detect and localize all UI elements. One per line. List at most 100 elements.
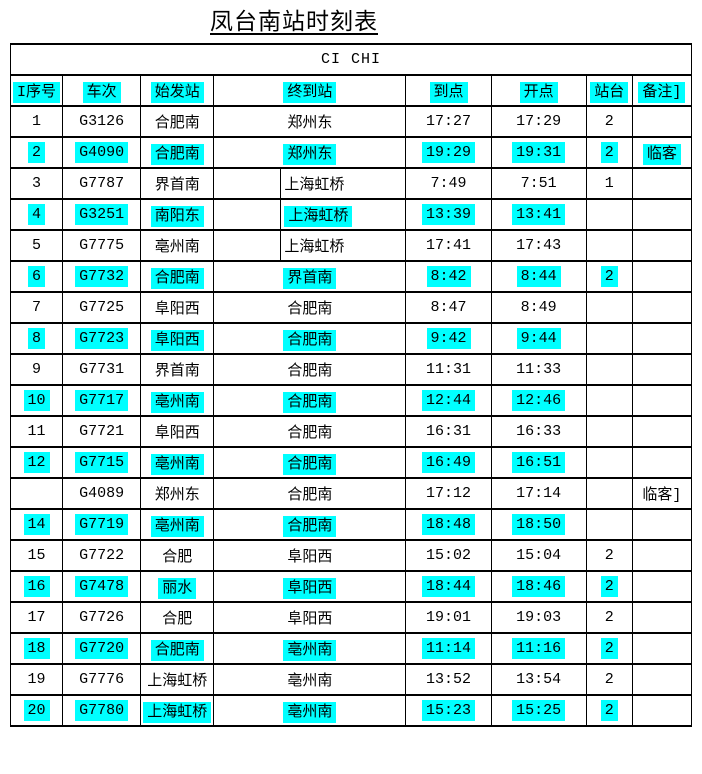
cell-dest-text: 合肥南 — [287, 301, 333, 318]
cell-dest: 合肥南 — [213, 291, 407, 324]
table-row: 7 G7725 阜阳西 合肥南 8:47 8:49 — [9, 291, 693, 324]
cell-origin-text: 界首南 — [154, 177, 200, 194]
cell-dest: 阜阳西 — [213, 570, 407, 603]
cell-origin: 郑州东 — [140, 477, 215, 510]
cell-seq: 12 — [9, 446, 64, 479]
table-row: 15 G7722 合肥 阜阳西 15:02 15:04 2 — [9, 539, 693, 572]
cell-platform — [585, 229, 633, 262]
cell-depart: 18:46 — [490, 570, 587, 603]
cell-platform: 2 — [585, 539, 633, 572]
cell-arrive: 17:27 — [405, 105, 492, 138]
cell-remark — [631, 105, 693, 138]
cell-remark — [631, 601, 693, 634]
cell-train-text: G7719 — [75, 514, 129, 535]
cell-depart-text: 8:44 — [516, 266, 561, 287]
cell-origin: 亳州南 — [140, 446, 215, 479]
cell-origin-text: 界首南 — [154, 363, 200, 380]
cell-train: G7780 — [62, 694, 142, 727]
cell-depart: 16:33 — [490, 415, 587, 448]
cell-platform: 2 — [585, 632, 633, 665]
cell-arrive-text: 8:42 — [426, 266, 471, 287]
cell-train: G3126 — [62, 105, 142, 138]
header-origin-text: 始发站 — [150, 82, 204, 103]
cell-dest-text: 合肥南 — [287, 487, 333, 504]
cell-platform — [585, 446, 633, 479]
cell-origin-text: 阜阳西 — [150, 330, 204, 351]
cell-seq: 1 — [9, 105, 64, 138]
cell-arrive-text: 17:41 — [426, 237, 472, 254]
cell-origin-text: 郑州东 — [154, 487, 200, 504]
cell-depart-text: 8:49 — [520, 299, 557, 316]
cell-seq: 5 — [9, 229, 64, 262]
cell-arrive-text: 7:49 — [430, 175, 467, 192]
cell-platform — [585, 353, 633, 386]
cell-train-text: G3126 — [79, 113, 125, 130]
cell-dest: 合肥南 — [213, 477, 407, 510]
cell-depart-text: 18:46 — [512, 576, 566, 597]
cell-origin-text: 合肥南 — [150, 268, 204, 289]
cell-train-text: G7721 — [79, 423, 125, 440]
cell-train-text: G7787 — [79, 175, 125, 192]
cell-seq-text: 19 — [27, 671, 46, 688]
cell-train: G7787 — [62, 167, 142, 200]
cell-remark: 临客] — [631, 477, 693, 510]
cell-platform: 2 — [585, 260, 633, 293]
cell-seq: 7 — [9, 291, 64, 324]
cell-dest: 上海虹桥 — [280, 198, 407, 231]
cell-platform-text: 2 — [600, 576, 618, 597]
cell-arrive: 17:12 — [405, 477, 492, 510]
cell-train: G7726 — [62, 601, 142, 634]
cell-arrive: 16:31 — [405, 415, 492, 448]
cell-arrive: 13:39 — [405, 198, 492, 231]
cell-origin-text: 阜阳西 — [154, 301, 200, 318]
cell-remark — [631, 663, 693, 696]
cell-arrive-text: 18:48 — [422, 514, 476, 535]
table-row: 18 G7720 合肥南 亳州南 11:14 11:16 2 — [9, 632, 693, 665]
cell-dest: 郑州东 — [213, 136, 407, 169]
cell-dest: 上海虹桥 — [280, 229, 407, 262]
header-origin: 始发站 — [140, 74, 215, 107]
cell-platform-text: 1 — [604, 175, 614, 192]
cell-origin-text: 合肥南 — [150, 144, 204, 165]
cell-seq-text: 18 — [23, 638, 50, 659]
header-destination-text: 终到站 — [283, 82, 337, 103]
cell-arrive-text: 12:44 — [422, 390, 476, 411]
cell-seq: 18 — [9, 632, 64, 665]
cell-origin-text: 南阳东 — [150, 206, 204, 227]
cell-train: G4089 — [62, 477, 142, 510]
cell-arrive: 18:48 — [405, 508, 492, 541]
cell-origin-text: 上海虹桥 — [143, 702, 212, 723]
cell-origin: 界首南 — [140, 353, 215, 386]
cell-depart: 13:54 — [490, 663, 587, 696]
cell-train-text: G7717 — [75, 390, 129, 411]
cell-train-text: G7722 — [79, 547, 125, 564]
cell-depart-text: 18:50 — [512, 514, 566, 535]
cell-train-text: G7780 — [75, 700, 129, 721]
cell-depart-text: 7:51 — [520, 175, 557, 192]
cell-dest-text: 合肥南 — [283, 330, 337, 351]
cell-seq: 17 — [9, 601, 64, 634]
cell-depart-text: 17:29 — [516, 113, 562, 130]
cell-origin-text: 亳州南 — [154, 239, 200, 256]
cell-platform: 2 — [585, 136, 633, 169]
cell-origin-text: 亳州南 — [150, 454, 204, 475]
cell-platform — [585, 508, 633, 541]
cell-seq-text: 2 — [28, 142, 46, 163]
cell-train: G7725 — [62, 291, 142, 324]
timetable-body: 1 G3126 合肥南 郑州东 17:27 17:29 2 2 G4090 合肥南 郑州东 19:29… — [9, 105, 693, 727]
cell-seq: 8 — [9, 322, 64, 355]
cell-train: G7719 — [62, 508, 142, 541]
table-row: 12 G7715 亳州南 合肥南 16:49 16:51 — [9, 446, 693, 479]
cell-depart-text: 19:03 — [516, 609, 562, 626]
cell-depart: 8:44 — [490, 260, 587, 293]
cell-dest-spacer — [213, 198, 282, 231]
cell-depart: 8:49 — [490, 291, 587, 324]
cell-depart: 17:29 — [490, 105, 587, 138]
cell-seq-text: 20 — [23, 700, 50, 721]
cell-dest: 亳州南 — [213, 663, 407, 696]
header-arrive-text: 到点 — [429, 82, 468, 103]
cell-platform-text: 2 — [604, 113, 614, 130]
cell-origin: 合肥南 — [140, 632, 215, 665]
cell-platform: 2 — [585, 601, 633, 634]
cell-train: G7776 — [62, 663, 142, 696]
